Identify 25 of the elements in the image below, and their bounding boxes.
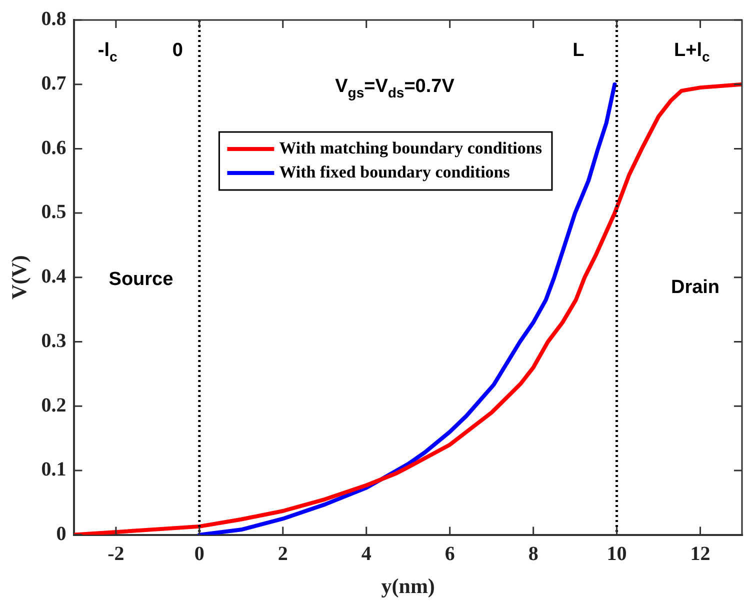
x-tick-label: 6: [444, 542, 455, 565]
x-tick-label: 10: [606, 542, 627, 565]
y-tick-label: 0.7: [41, 72, 66, 95]
y-tick-label: 0.8: [41, 8, 66, 30]
y-tick-label: 0: [56, 522, 66, 545]
y-tick-label: 0.1: [41, 458, 66, 481]
y-tick-label: 0.4: [41, 266, 66, 288]
x-tick-label: 0: [194, 542, 204, 565]
y-tick-label: 0.5: [41, 201, 66, 224]
x-tick-label: 12: [690, 542, 710, 565]
annotation: L: [572, 40, 585, 62]
y-tick-label: 0.6: [41, 136, 66, 159]
y-axis-title: V(V): [7, 255, 32, 300]
x-tick-label: 8: [528, 542, 538, 565]
x-tick-label: 4: [361, 542, 372, 565]
annotation: 0: [172, 40, 184, 62]
y-tick-label: 0.3: [41, 330, 66, 352]
y-tick-label: 0.2: [41, 394, 66, 416]
legend-label: With matching boundary conditions: [279, 138, 542, 158]
x-tick-label: 2: [278, 542, 288, 565]
legend-label: With fixed boundary conditions: [279, 162, 510, 182]
x-tick-label: -2: [108, 542, 124, 565]
x-axis-title: y(nm): [381, 574, 435, 598]
annotation: Drain: [670, 276, 720, 298]
annotation: Source: [108, 269, 174, 290]
